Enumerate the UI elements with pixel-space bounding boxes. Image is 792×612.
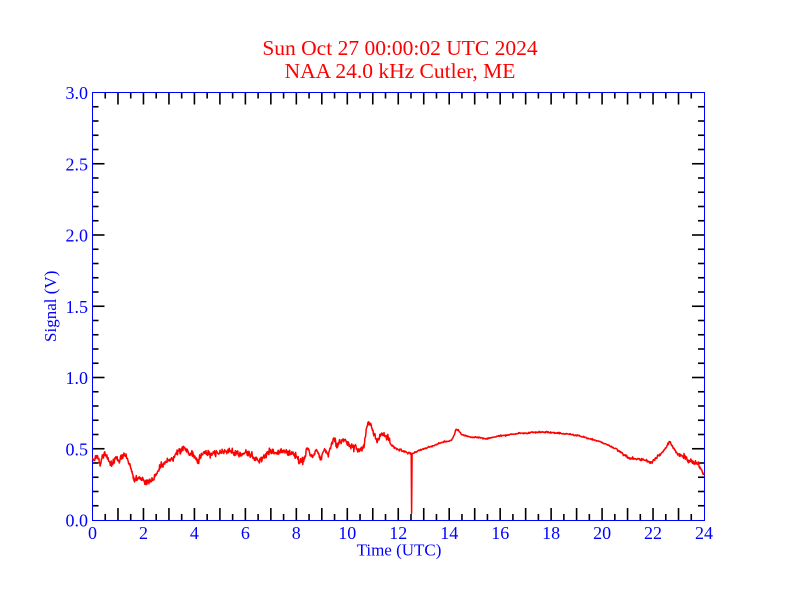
svg-text:6: 6 — [241, 523, 250, 543]
svg-text:1.0: 1.0 — [66, 368, 89, 388]
svg-text:0: 0 — [88, 523, 97, 543]
svg-text:18: 18 — [542, 523, 560, 543]
svg-text:22: 22 — [644, 523, 662, 543]
svg-text:2.5: 2.5 — [66, 154, 89, 174]
svg-text:14: 14 — [440, 523, 458, 543]
svg-text:0.0: 0.0 — [66, 511, 89, 531]
svg-text:24: 24 — [695, 523, 713, 543]
svg-text:8: 8 — [292, 523, 301, 543]
svg-text:Signal (V): Signal (V) — [41, 271, 60, 342]
svg-text:10: 10 — [338, 523, 356, 543]
svg-text:Sun Oct 27 00:00:02 UTC 2024: Sun Oct 27 00:00:02 UTC 2024 — [262, 36, 538, 60]
svg-text:2: 2 — [139, 523, 148, 543]
svg-text:12: 12 — [389, 523, 407, 543]
svg-text:20: 20 — [593, 523, 611, 543]
svg-text:Time (UTC): Time (UTC) — [357, 541, 442, 560]
svg-text:2.0: 2.0 — [66, 226, 89, 246]
svg-text:1.5: 1.5 — [66, 297, 89, 317]
svg-text:16: 16 — [491, 523, 509, 543]
svg-text:0.5: 0.5 — [66, 439, 89, 459]
svg-text:4: 4 — [190, 523, 199, 543]
svg-text:NAA 24.0 kHz Cutler, ME: NAA 24.0 kHz Cutler, ME — [285, 59, 516, 83]
svg-text:3.0: 3.0 — [66, 83, 89, 103]
